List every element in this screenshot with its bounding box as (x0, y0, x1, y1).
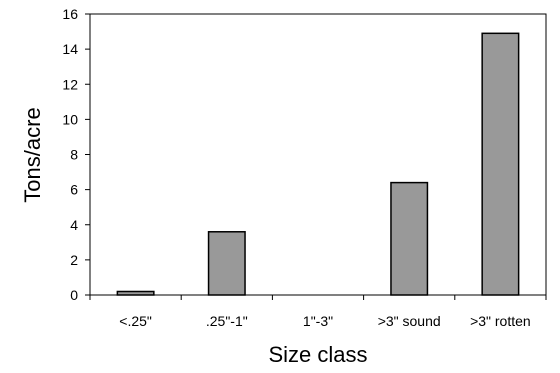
bars (116, 32, 520, 296)
y-tick-label: 16 (62, 6, 78, 22)
y-tick-label: 2 (70, 252, 78, 268)
bar (481, 32, 520, 296)
y-tick-label: 6 (70, 182, 78, 198)
y-axis: 0 2 4 6 8 10 12 14 16 (62, 6, 90, 303)
x-category-label: .25"-1" (206, 313, 248, 329)
y-tick-label: 4 (70, 217, 78, 233)
x-category-label: <.25" (119, 313, 152, 329)
bar (207, 231, 246, 296)
x-category-label: >3" sound (378, 313, 441, 329)
x-axis (89, 295, 547, 300)
plot-area (89, 13, 547, 296)
bar (390, 181, 429, 296)
y-axis-title: Tons/acre (20, 107, 45, 202)
x-axis-title: Size class (268, 342, 367, 367)
x-category-label: 1"-3" (303, 313, 333, 329)
x-category-label: >3" rotten (470, 313, 531, 329)
y-tick-label: 8 (70, 147, 78, 163)
y-tick-label: 12 (62, 76, 78, 92)
category-labels: <.25" .25"-1" 1"-3" >3" sound >3" rotten (119, 313, 530, 329)
y-tick-label: 0 (70, 287, 78, 303)
y-tick-label: 14 (62, 41, 78, 57)
bar (116, 290, 155, 296)
y-tick-label: 10 (62, 111, 78, 127)
